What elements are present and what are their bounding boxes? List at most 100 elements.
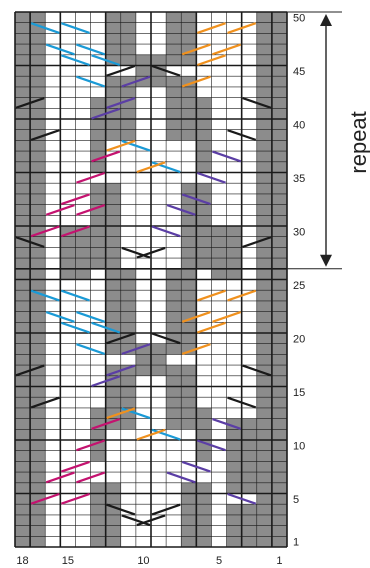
- column-label: 10: [137, 555, 149, 567]
- repeat-arrow-down-icon: [320, 254, 332, 267]
- cable-stroke: [212, 43, 242, 56]
- cable-strokes: [15, 22, 272, 527]
- cable-stroke: [106, 139, 136, 152]
- cable-stroke: [76, 75, 106, 88]
- cable-stroke: [30, 289, 60, 302]
- cable-stroke: [76, 439, 106, 452]
- cable-stroke: [242, 364, 272, 377]
- cable-stroke: [166, 471, 196, 484]
- cable-stroke: [151, 64, 181, 77]
- repeat-arrow-up-icon: [320, 14, 332, 26]
- shaded-cell-block: [90, 97, 106, 173]
- row-label: 15: [293, 387, 305, 399]
- cable-stroke: [60, 289, 90, 302]
- cable-stroke: [76, 311, 106, 323]
- cable-stroke: [60, 321, 90, 334]
- cable-stroke: [121, 407, 151, 420]
- column-label: 18: [16, 555, 28, 567]
- shaded-cell-block: [196, 97, 212, 173]
- cable-stroke: [121, 514, 151, 527]
- cable-stroke: [30, 492, 60, 505]
- cable-stroke: [196, 22, 226, 34]
- cable-stroke: [45, 43, 75, 56]
- cable-stroke: [166, 204, 196, 216]
- cable-stroke: [196, 321, 226, 334]
- cable-stroke: [181, 460, 211, 473]
- cable-stroke: [91, 321, 121, 334]
- cable-stroke: [76, 471, 106, 484]
- cable-stroke: [227, 289, 257, 302]
- cable-stroke: [227, 396, 257, 409]
- cable-stroke: [196, 171, 226, 184]
- cable-stroke: [45, 311, 75, 323]
- cable-stroke: [181, 193, 211, 206]
- cable-stroke: [227, 22, 257, 34]
- cable-stroke: [91, 54, 121, 67]
- cable-stroke: [60, 54, 90, 67]
- cable-stroke: [106, 503, 136, 516]
- cable-stroke: [136, 246, 166, 259]
- cable-stroke: [181, 43, 211, 56]
- cable-stroke: [45, 204, 75, 216]
- cable-stroke: [181, 343, 211, 355]
- row-label: 45: [293, 66, 305, 78]
- cable-stroke: [15, 364, 45, 377]
- cable-stroke: [76, 43, 106, 56]
- cable-stroke: [60, 460, 90, 473]
- column-label: 1: [276, 555, 282, 567]
- cable-stroke: [60, 193, 90, 206]
- cable-stroke: [30, 225, 60, 238]
- cable-stroke: [212, 311, 242, 323]
- repeat-label: repeat: [346, 111, 370, 173]
- cable-stroke: [106, 407, 136, 420]
- cable-stroke: [30, 22, 60, 34]
- cable-stroke: [212, 150, 242, 163]
- row-label: 25: [293, 280, 305, 292]
- cable-stroke: [151, 225, 181, 238]
- row-label: 10: [293, 440, 305, 452]
- cable-stroke: [91, 150, 121, 163]
- cable-stroke: [151, 161, 181, 174]
- cable-stroke: [106, 364, 136, 377]
- cable-stroke: [106, 97, 136, 109]
- cable-stroke: [106, 332, 136, 345]
- cable-stroke: [227, 492, 257, 505]
- cable-stroke: [151, 503, 181, 516]
- cable-stroke: [151, 428, 181, 441]
- cable-stroke: [76, 204, 106, 216]
- shaded-cell-block: [90, 407, 106, 462]
- cable-stroke: [15, 236, 45, 248]
- row-label: 35: [293, 173, 305, 185]
- cable-stroke: [76, 343, 106, 355]
- cable-stroke: [121, 246, 151, 259]
- cable-stroke: [227, 129, 257, 141]
- cable-stroke: [91, 375, 121, 388]
- cable-stroke: [45, 471, 75, 484]
- row-label: 1: [293, 537, 299, 549]
- column-label: 5: [216, 555, 222, 567]
- column-label: 15: [62, 555, 74, 567]
- cable-stroke: [15, 97, 45, 109]
- cable-stroke: [242, 97, 272, 109]
- row-label: 5: [293, 494, 299, 506]
- shaded-cell-block: [196, 407, 212, 462]
- cable-stroke: [181, 75, 211, 88]
- cable-stroke: [121, 343, 151, 355]
- cable-stroke: [181, 311, 211, 323]
- cable-stroke: [242, 236, 272, 248]
- cable-stroke: [136, 428, 166, 441]
- cable-stroke: [91, 418, 121, 430]
- cable-stroke: [121, 75, 151, 88]
- row-label: 40: [293, 119, 305, 131]
- cable-stroke: [91, 107, 121, 120]
- row-label: 30: [293, 226, 305, 238]
- row-label: 50: [293, 12, 305, 24]
- cable-stroke: [136, 161, 166, 174]
- chart-grid: [14, 11, 288, 548]
- cable-stroke: [60, 225, 90, 238]
- cable-stroke: [136, 514, 166, 527]
- cable-stroke: [212, 418, 242, 430]
- repeat-indicator: repeat: [287, 11, 370, 270]
